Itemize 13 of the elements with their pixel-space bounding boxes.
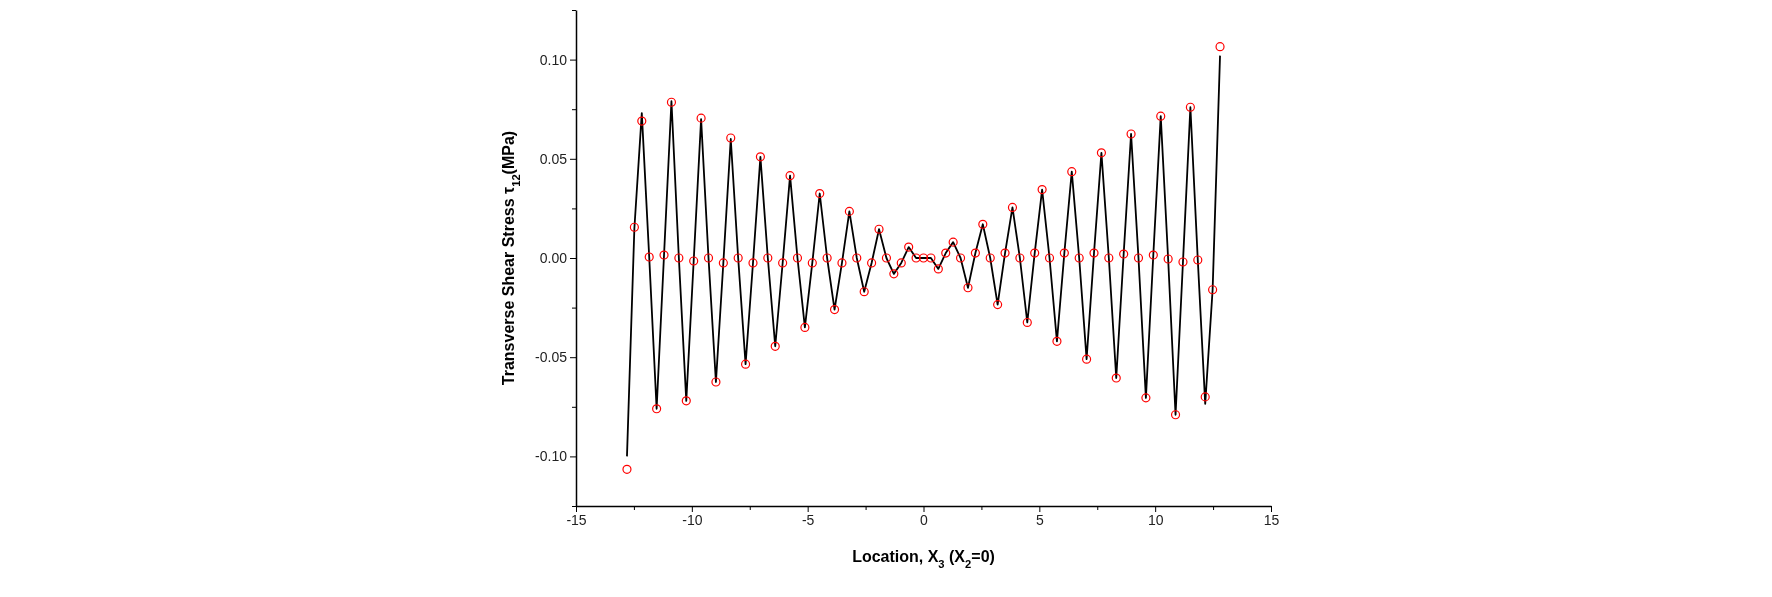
y-tick-label: 0.10 <box>539 51 568 68</box>
y-tick-label: -0.05 <box>535 349 568 366</box>
x-tick-label: 15 <box>1263 511 1280 528</box>
x-tick-label: 5 <box>1035 511 1044 528</box>
x-axis-title: Location, X$_{3}$ (X$_{2}$=0) <box>852 548 995 570</box>
x-tick-label: -5 <box>801 511 815 528</box>
y-tick-label: 0.00 <box>539 249 568 266</box>
y-tick-label: -0.10 <box>535 448 568 465</box>
x-tick-label: 0 <box>920 511 929 528</box>
x-tick-label: 10 <box>1147 511 1164 528</box>
x-tick-label: -10 <box>682 511 703 528</box>
x-tick-label: -15 <box>566 511 587 528</box>
y-tick-label: 0.05 <box>539 150 568 167</box>
